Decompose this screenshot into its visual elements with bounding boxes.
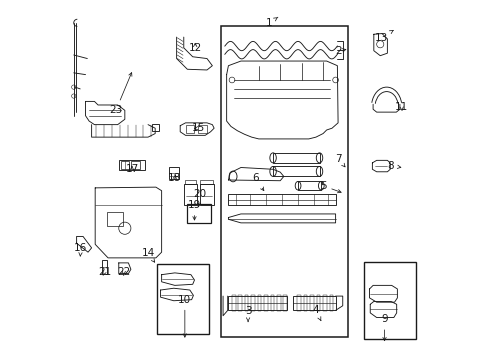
Bar	[121, 161, 129, 169]
Text: 9: 9	[381, 314, 387, 341]
Bar	[270, 296, 274, 311]
Bar	[297, 296, 300, 311]
Text: 16: 16	[74, 243, 87, 256]
Bar	[283, 296, 286, 311]
Text: 23: 23	[109, 73, 132, 115]
Text: 8: 8	[387, 161, 400, 171]
Text: 3: 3	[244, 306, 251, 322]
Bar	[227, 296, 286, 310]
Text: 11: 11	[394, 102, 407, 112]
Bar	[131, 161, 140, 169]
Text: 13: 13	[374, 30, 392, 43]
Bar	[272, 166, 319, 176]
Text: 2: 2	[334, 46, 345, 57]
Bar	[364, 262, 415, 339]
Bar	[157, 264, 208, 334]
Text: 22: 22	[117, 267, 130, 277]
Bar	[329, 296, 332, 311]
Bar	[200, 184, 213, 205]
Bar	[316, 296, 320, 311]
Text: 21: 21	[98, 267, 111, 277]
Bar	[169, 167, 179, 179]
Bar	[238, 296, 242, 311]
Text: 18: 18	[168, 173, 181, 183]
Bar	[276, 296, 280, 311]
Text: 10: 10	[178, 295, 191, 337]
Text: 19: 19	[187, 200, 201, 220]
Text: 5: 5	[319, 181, 341, 193]
Bar	[251, 296, 254, 311]
Bar	[221, 26, 347, 337]
Bar	[244, 296, 248, 311]
Bar	[184, 180, 195, 184]
Bar	[187, 204, 210, 223]
Bar	[231, 296, 235, 311]
Text: 4: 4	[312, 305, 320, 321]
Text: 7: 7	[334, 154, 345, 167]
Bar	[272, 153, 319, 163]
Text: 15: 15	[191, 123, 204, 133]
Bar	[228, 194, 335, 205]
Bar	[303, 296, 307, 311]
Bar	[264, 296, 267, 311]
Bar	[185, 125, 194, 133]
Bar	[292, 296, 335, 310]
Bar	[102, 260, 107, 274]
Text: 14: 14	[141, 248, 154, 262]
Text: 1: 1	[265, 17, 277, 28]
Bar	[107, 212, 123, 226]
Bar	[298, 181, 321, 190]
Text: 12: 12	[188, 43, 202, 53]
Bar	[198, 125, 206, 133]
Text: 20: 20	[193, 189, 206, 207]
Text: 17: 17	[125, 164, 138, 174]
Bar	[257, 296, 261, 311]
Text: 6: 6	[251, 173, 264, 190]
Bar	[309, 296, 313, 311]
Bar	[183, 184, 197, 205]
Bar	[200, 180, 212, 184]
Bar	[323, 296, 326, 311]
Bar	[119, 160, 145, 170]
Bar	[151, 124, 159, 131]
